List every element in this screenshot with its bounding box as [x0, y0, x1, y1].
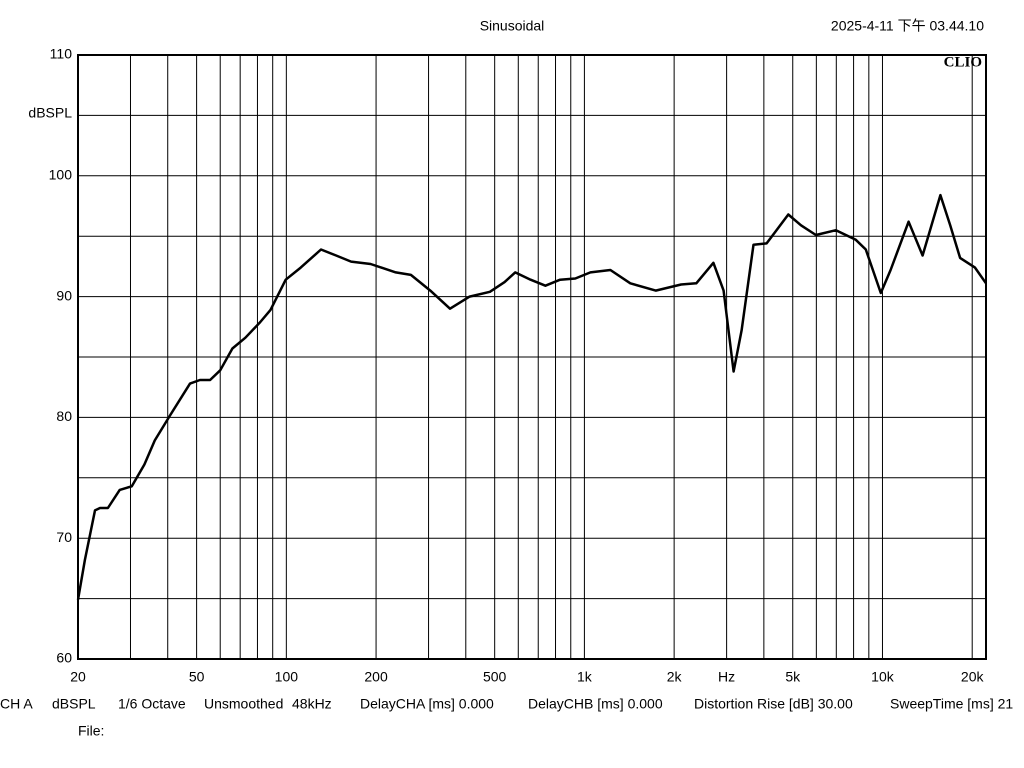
footer-info: CH A: [0, 696, 33, 712]
x-tick-label: 50: [189, 669, 205, 685]
footer-info: 1/6 Octave: [118, 696, 186, 712]
x-tick-label: 500: [483, 669, 507, 685]
footer-info: Distortion Rise [dB] 30.00: [694, 696, 853, 712]
y-tick-label: 60: [56, 650, 72, 666]
x-tick-label: 5k: [785, 669, 801, 685]
footer-info: 48kHz: [292, 696, 332, 712]
x-tick-label: 20: [70, 669, 86, 685]
x-tick-label: 10k: [871, 669, 895, 685]
footer-info: dBSPL: [52, 696, 96, 712]
x-tick-label: Hz: [718, 669, 735, 685]
timestamp: 2025-4-11 下午 03.44.10: [831, 18, 984, 34]
y-axis-label: dBSPL: [28, 105, 72, 121]
footer-info: DelayCHA [ms] 0.000: [360, 696, 494, 712]
y-tick-label: 100: [49, 167, 73, 183]
y-tick-label: 90: [56, 287, 72, 303]
x-tick-label: 100: [275, 669, 299, 685]
footer-info: Unsmoothed: [204, 696, 283, 712]
footer-info: SweepTime [ms] 21: [890, 696, 1013, 712]
file-label: File:: [78, 723, 104, 739]
plot-frame: [77, 54, 987, 660]
x-tick-label: 2k: [667, 669, 683, 685]
chart-title: Sinusoidal: [480, 18, 545, 34]
y-tick-label: 80: [56, 408, 72, 424]
response-curve: [76, 193, 988, 601]
x-tick-label: 1k: [577, 669, 593, 685]
logo: CLIO: [944, 54, 982, 70]
x-tick-label: 200: [364, 669, 388, 685]
y-tick-label: 110: [50, 46, 73, 62]
footer-info: DelayCHB [ms] 0.000: [528, 696, 663, 712]
y-tick-label: 70: [56, 529, 72, 545]
x-tick-label: 20k: [961, 669, 985, 685]
